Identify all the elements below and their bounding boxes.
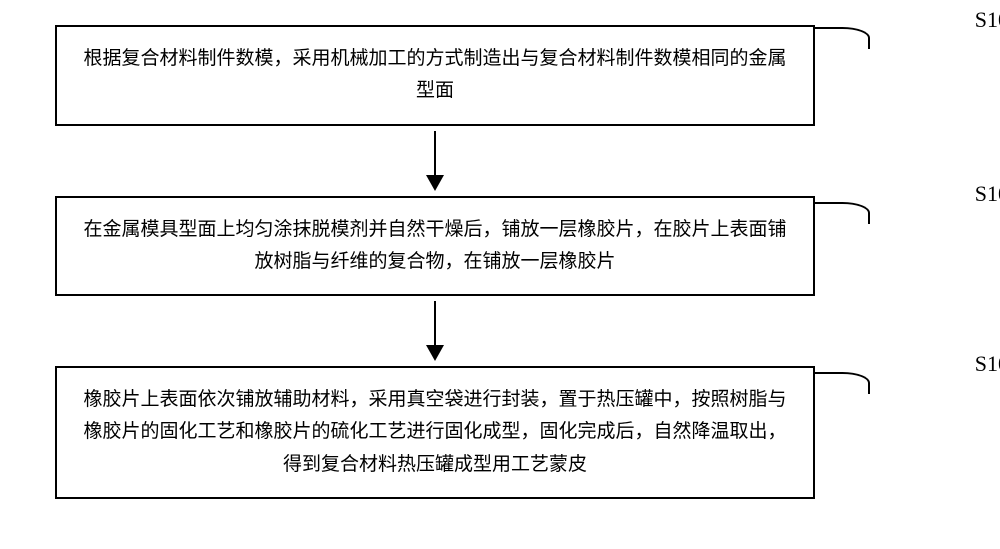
arrow-down-icon	[420, 301, 450, 361]
step-text: 在金属模具型面上均匀涂抹脱模剂并自然干燥后，铺放一层橡胶片，在胶片上表面铺放树脂…	[83, 219, 786, 272]
step-label: S103	[975, 351, 1000, 377]
step-label: S102	[975, 181, 1000, 207]
flow-arrow	[55, 296, 815, 366]
arrow-down-icon	[420, 131, 450, 191]
step-box: 根据复合材料制件数模，采用机械加工的方式制造出与复合材料制件数模相同的金属型面	[55, 25, 815, 126]
flowchart-step: S101 根据复合材料制件数模，采用机械加工的方式制造出与复合材料制件数模相同的…	[55, 25, 945, 126]
flowchart-step: S103 橡胶片上表面依次铺放辅助材料，采用真空袋进行封装，置于热压罐中，按照树…	[55, 366, 945, 499]
step-text: 橡胶片上表面依次铺放辅助材料，采用真空袋进行封装，置于热压罐中，按照树脂与橡胶片…	[83, 389, 786, 475]
step-box: 橡胶片上表面依次铺放辅助材料，采用真空袋进行封装，置于热压罐中，按照树脂与橡胶片…	[55, 366, 815, 499]
step-box: 在金属模具型面上均匀涂抹脱模剂并自然干燥后，铺放一层橡胶片，在胶片上表面铺放树脂…	[55, 196, 815, 297]
flowchart-step: S102 在金属模具型面上均匀涂抹脱模剂并自然干燥后，铺放一层橡胶片，在胶片上表…	[55, 196, 945, 297]
step-connector	[815, 27, 870, 49]
step-label: S101	[975, 7, 1000, 33]
step-connector	[815, 372, 870, 394]
step-text: 根据复合材料制件数模，采用机械加工的方式制造出与复合材料制件数模相同的金属型面	[83, 48, 786, 101]
flowchart-container: S101 根据复合材料制件数模，采用机械加工的方式制造出与复合材料制件数模相同的…	[55, 25, 945, 499]
step-connector	[815, 202, 870, 224]
flow-arrow	[55, 126, 815, 196]
